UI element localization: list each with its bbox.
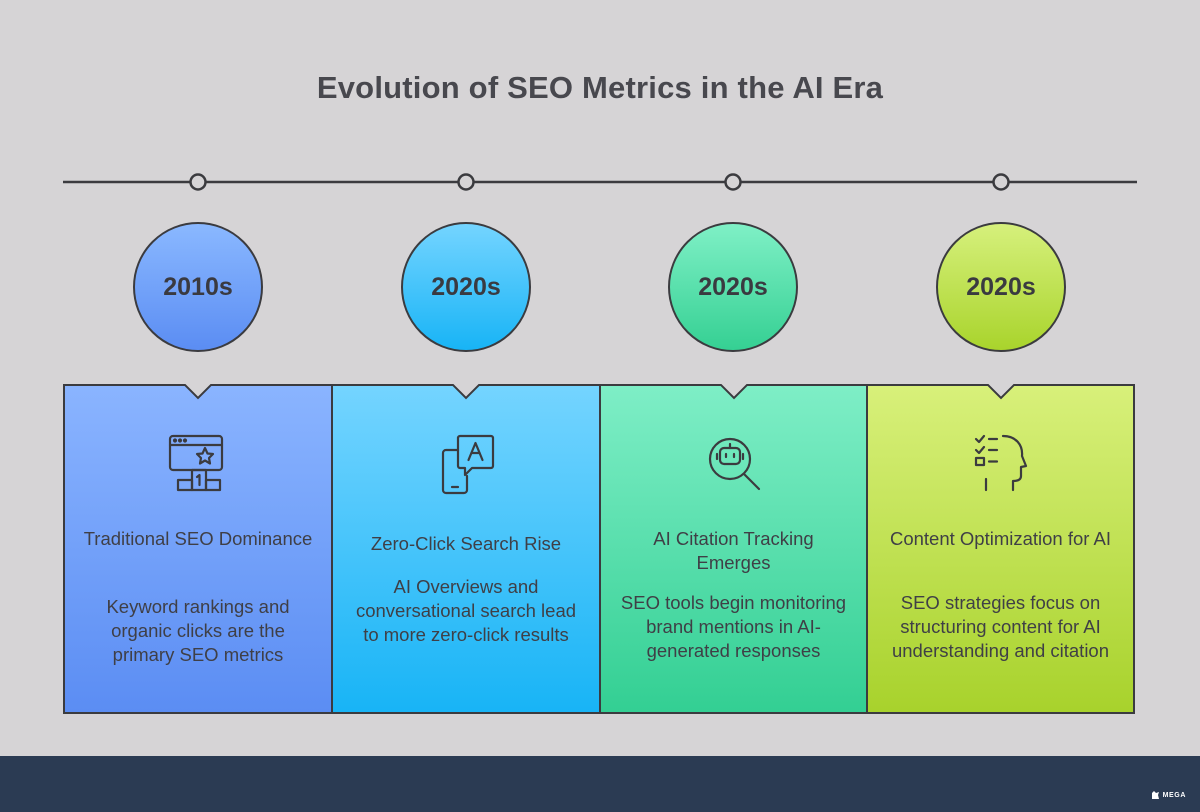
era-label: 2020s bbox=[431, 272, 501, 301]
stage-card-zero-click: Zero-Click Search Rise AI Overviews and … bbox=[331, 384, 601, 714]
stage-heading: Traditional SEO Dominance bbox=[83, 528, 313, 549]
timeline-node bbox=[992, 173, 1010, 191]
era-circle-2020s-zero-click: 2020s bbox=[401, 222, 531, 352]
ranking-podium-icon bbox=[168, 434, 224, 492]
mobile-chat-icon bbox=[441, 434, 495, 495]
era-label: 2020s bbox=[966, 272, 1036, 301]
card-notch bbox=[452, 384, 480, 400]
brand-name: MEGA bbox=[1162, 791, 1186, 799]
brand-logo: MEGA bbox=[1151, 790, 1186, 800]
checklist-head-icon bbox=[974, 434, 1027, 492]
era-label: 2010s bbox=[163, 272, 233, 301]
timeline-node bbox=[457, 173, 475, 191]
robot-search-icon bbox=[708, 437, 760, 491]
mega-logo-icon bbox=[1151, 791, 1159, 799]
stage-description: Keyword rankings and organic clicks are … bbox=[106, 596, 290, 665]
era-circle-2010s: 2010s bbox=[133, 222, 263, 352]
stage-description: AI Overviews and conversational search l… bbox=[355, 576, 577, 645]
stage-card-content-optimization: Content Optimization for AI SEO strategi… bbox=[866, 384, 1135, 714]
stage-heading: AI Citation Tracking Emerges bbox=[653, 528, 814, 573]
stage-heading: Zero-Click Search Rise bbox=[370, 533, 562, 554]
card-notch bbox=[719, 384, 748, 400]
era-circle-2020s-content: 2020s bbox=[936, 222, 1066, 352]
stage-card-traditional-seo: Traditional SEO Dominance Keyword rankin… bbox=[63, 384, 333, 714]
stage-card-ai-citation: AI Citation Tracking Emerges SEO tools b… bbox=[599, 384, 868, 714]
card-notch bbox=[986, 384, 1015, 400]
era-label: 2020s bbox=[698, 272, 768, 301]
card-notch bbox=[184, 384, 212, 400]
stage-heading: Content Optimization for AI bbox=[889, 528, 1112, 549]
timeline-node bbox=[724, 173, 742, 191]
timeline-node bbox=[189, 173, 207, 191]
stage-description: SEO strategies focus on structuring cont… bbox=[891, 592, 1110, 661]
era-circle-2020s-citation: 2020s bbox=[668, 222, 798, 352]
footer-bar: MEGA bbox=[0, 756, 1200, 812]
page-title: Evolution of SEO Metrics in the AI Era bbox=[316, 70, 884, 105]
stage-description: SEO tools begin monitoring brand mention… bbox=[620, 592, 847, 661]
